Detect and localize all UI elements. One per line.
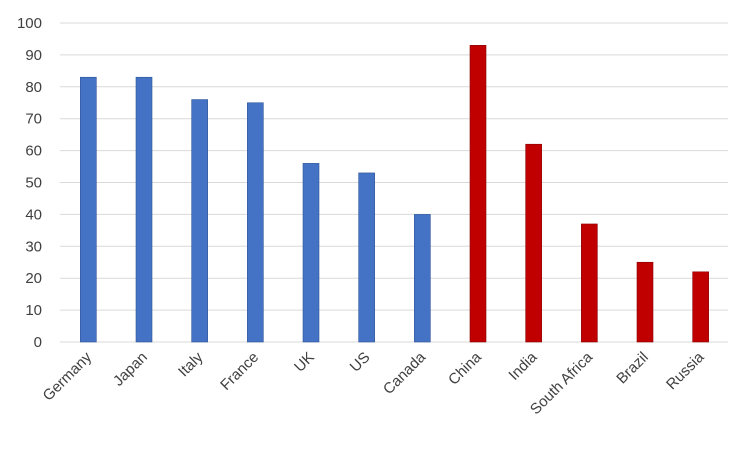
bar-japan bbox=[135, 76, 153, 343]
x-tick-label: Russia bbox=[663, 348, 708, 393]
y-tick-label: 10 bbox=[25, 302, 42, 319]
x-tick-label: Brazil bbox=[613, 349, 652, 388]
bar-germany bbox=[80, 76, 97, 343]
x-tick-label: Italy bbox=[175, 348, 207, 380]
bar-russia bbox=[692, 271, 709, 343]
bars bbox=[80, 45, 709, 343]
y-tick-label: 0 bbox=[34, 334, 42, 351]
x-tick-label: Germany bbox=[40, 348, 96, 404]
x-tick-label: India bbox=[505, 348, 540, 383]
y-tick-label: 20 bbox=[25, 270, 42, 287]
y-axis-tick-labels: 0 10 20 30 40 50 60 70 80 90 100 bbox=[17, 15, 42, 351]
x-tick-label: Japan bbox=[110, 349, 151, 390]
x-tick-label: US bbox=[347, 349, 374, 376]
x-axis-tick-labels: Germany Japan Italy France UK US Canada China In… bbox=[40, 348, 708, 418]
y-tick-label: 50 bbox=[25, 175, 42, 192]
bar-uk bbox=[302, 163, 320, 343]
y-tick-label: 80 bbox=[25, 79, 42, 96]
x-tick-label: France bbox=[217, 349, 262, 394]
bar-us bbox=[358, 172, 375, 343]
bar-italy bbox=[191, 99, 208, 343]
gridlines bbox=[60, 22, 728, 343]
x-tick-label: China bbox=[445, 348, 485, 388]
bar-brazil bbox=[636, 261, 654, 343]
x-tick-label: Canada bbox=[380, 348, 430, 398]
bar-france bbox=[247, 102, 264, 343]
bar-china bbox=[469, 45, 487, 343]
y-tick-label: 40 bbox=[25, 206, 42, 223]
x-tick-label: UK bbox=[291, 349, 318, 376]
y-tick-label: 30 bbox=[25, 238, 42, 255]
y-tick-label: 90 bbox=[25, 47, 42, 64]
bar-india bbox=[525, 143, 542, 343]
y-tick-label: 100 bbox=[17, 15, 42, 32]
bar-south-africa bbox=[581, 223, 598, 343]
y-tick-label: 70 bbox=[25, 111, 42, 128]
y-tick-label: 60 bbox=[25, 143, 42, 160]
bar-canada bbox=[414, 214, 431, 343]
